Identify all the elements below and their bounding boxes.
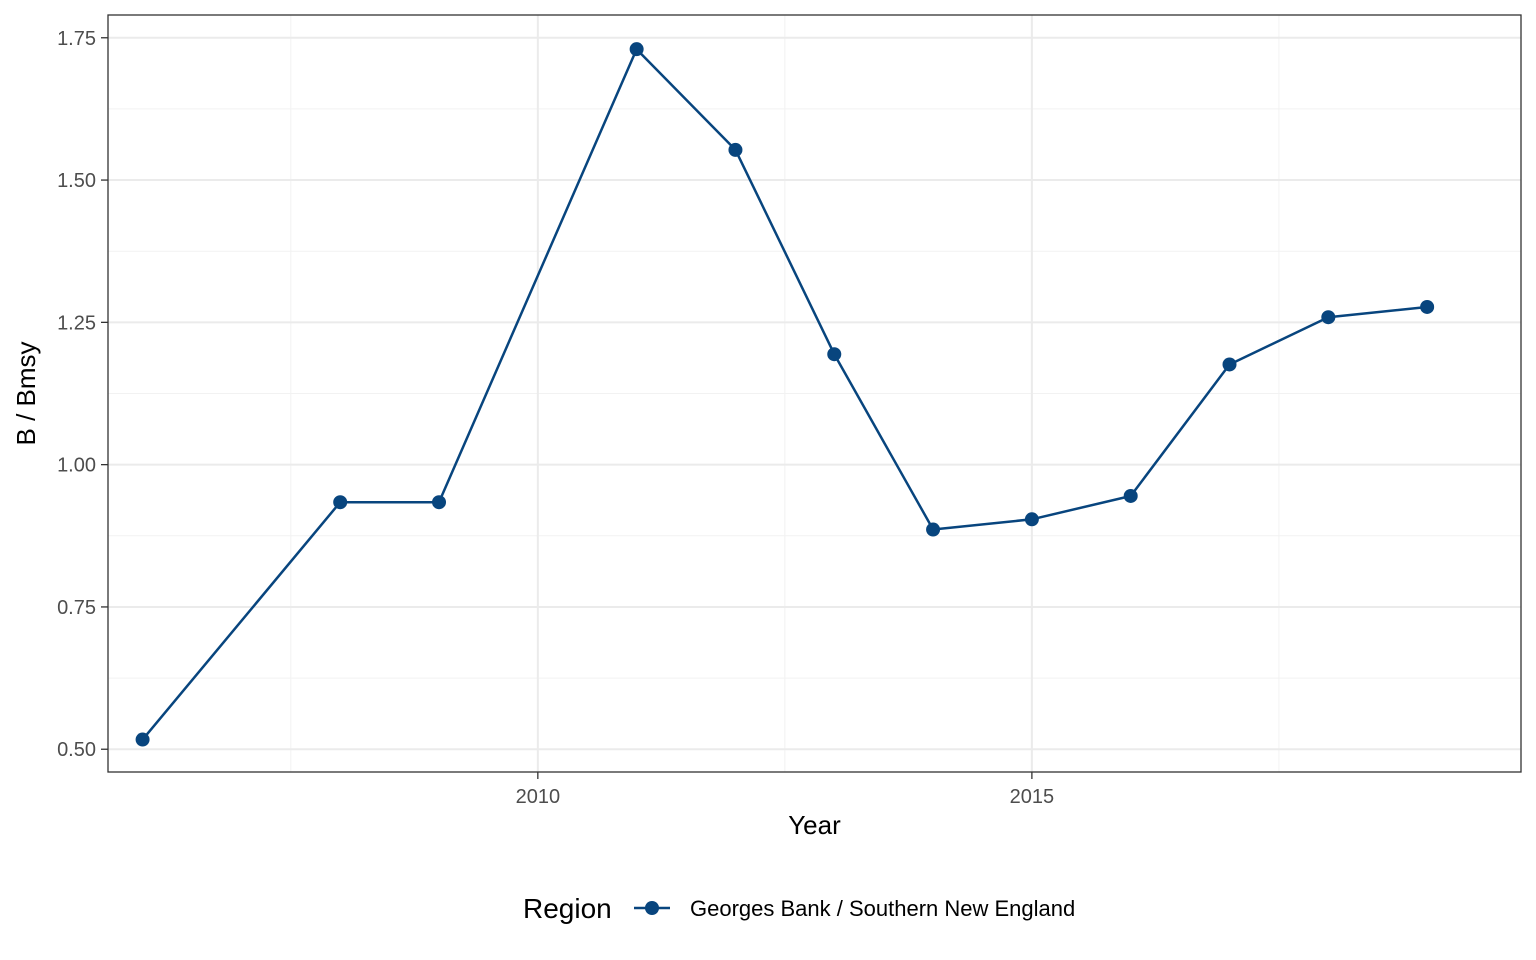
- y-tick-label: 1.25: [57, 312, 96, 334]
- legend-label: Georges Bank / Southern New England: [690, 896, 1075, 921]
- data-point: [1222, 357, 1237, 372]
- series-layer: [135, 42, 1435, 747]
- data-point: [827, 347, 842, 362]
- x-axis-title: Year: [788, 810, 841, 840]
- y-tick-label: 1.75: [57, 28, 96, 50]
- data-point: [1420, 299, 1435, 314]
- data-point: [135, 732, 150, 747]
- y-tick-label: 0.75: [57, 597, 96, 619]
- data-point: [1321, 310, 1336, 325]
- panel-border: [107, 14, 1522, 773]
- data-point: [629, 42, 644, 57]
- y-tick-label: 1.50: [57, 170, 96, 192]
- data-point: [926, 522, 941, 537]
- data-point: [728, 142, 743, 157]
- x-tick-label: 2010: [516, 786, 561, 808]
- grid-layer: [108, 15, 1521, 772]
- series-line: [141, 47, 1428, 741]
- legend-title: Region: [523, 893, 612, 924]
- data-point: [333, 495, 348, 510]
- y-tick-label: 0.50: [57, 739, 96, 761]
- y-axis-title: B / Bmsy: [11, 341, 41, 445]
- legend: Region Georges Bank / Southern New Engla…: [523, 893, 1075, 924]
- legend-key-point: [645, 901, 659, 915]
- x-tick-label: 2015: [1010, 786, 1055, 808]
- axis-layer: 0.50 0.75 1.00 1.25 1.50 1.75 2010 2015: [57, 28, 1054, 808]
- data-point: [1024, 512, 1039, 527]
- y-tick-label: 1.00: [57, 455, 96, 477]
- data-point: [432, 495, 447, 510]
- data-point: [1123, 488, 1138, 503]
